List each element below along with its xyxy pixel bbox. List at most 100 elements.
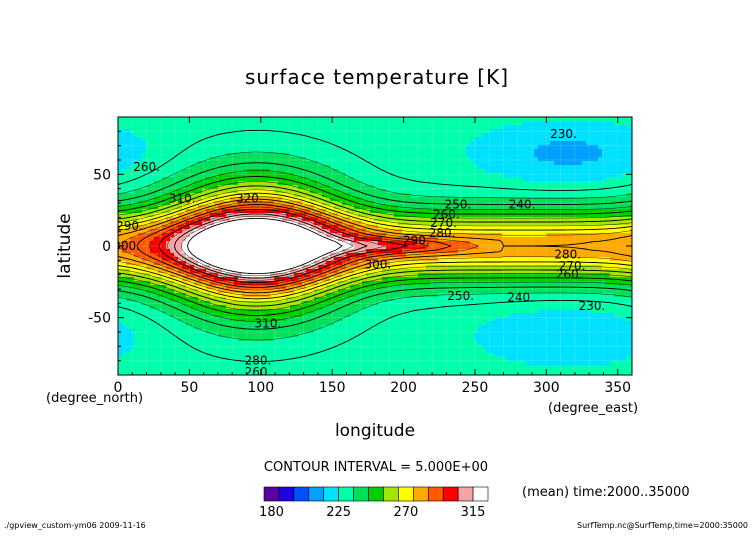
contour-fill-cell bbox=[270, 265, 275, 270]
contour-fill-cell bbox=[206, 209, 211, 214]
contour-fill-cell bbox=[322, 361, 327, 366]
contour-fill-cell bbox=[354, 161, 359, 166]
contour-fill-cell bbox=[146, 349, 151, 354]
contour-fill-cell bbox=[150, 129, 155, 134]
contour-fill-cell bbox=[198, 169, 203, 174]
contour-fill-cell bbox=[214, 149, 219, 154]
contour-fill-cell bbox=[118, 197, 123, 202]
contour-fill-cell bbox=[174, 277, 179, 282]
contour-fill-cell bbox=[310, 181, 315, 186]
contour-fill-cell bbox=[226, 153, 231, 158]
contour-fill-cell bbox=[354, 321, 359, 326]
contour-fill-cell bbox=[178, 289, 183, 294]
contour-fill-cell bbox=[182, 241, 187, 246]
contour-fill-cell bbox=[122, 297, 127, 302]
contour-fill-cell bbox=[130, 193, 135, 198]
contour-fill-cell bbox=[154, 161, 159, 166]
contour-fill-cell bbox=[210, 349, 215, 354]
contour-fill-cell bbox=[178, 177, 183, 182]
contour-fill-cell bbox=[138, 357, 143, 362]
contour-fill-cell bbox=[418, 293, 423, 298]
contour-fill-cell bbox=[134, 261, 139, 266]
contour-fill-cell bbox=[306, 369, 311, 374]
contour-fill-cell bbox=[186, 141, 191, 146]
contour-fill-cell bbox=[126, 185, 131, 190]
contour-fill-cell bbox=[302, 329, 307, 334]
contour-fill-cell bbox=[158, 189, 163, 194]
contour-fill-cell bbox=[162, 273, 167, 278]
contour-fill-cell bbox=[222, 241, 227, 246]
contour-fill-cell bbox=[202, 245, 207, 250]
contour-fill-cell bbox=[194, 373, 199, 375]
contour-fill-cell bbox=[202, 337, 207, 342]
contour-fill-cell bbox=[342, 141, 347, 146]
contour-fill-cell bbox=[302, 345, 307, 350]
contour-fill-cell bbox=[350, 369, 355, 374]
contour-fill-cell bbox=[422, 117, 427, 122]
contour-fill-cell bbox=[122, 365, 127, 370]
contour-fill-cell bbox=[286, 257, 291, 262]
contour-fill-cell bbox=[210, 373, 215, 375]
contour-fill-cell bbox=[242, 269, 247, 274]
contour-fill-cell bbox=[162, 277, 167, 282]
contour-fill-cell bbox=[118, 237, 123, 242]
contour-fill-cell bbox=[174, 273, 179, 278]
contour-fill-cell bbox=[238, 297, 243, 302]
contour-fill-cell bbox=[234, 233, 239, 238]
contour-fill-cell bbox=[278, 233, 283, 238]
contour-fill-cell bbox=[226, 309, 231, 314]
contour-fill-cell bbox=[342, 333, 347, 338]
contour-fill-cell bbox=[210, 237, 215, 242]
contour-fill-cell bbox=[186, 169, 191, 174]
contour-fill-cell bbox=[270, 125, 275, 130]
contour-fill-cell bbox=[286, 117, 291, 122]
contour-fill-cell bbox=[166, 145, 171, 150]
contour-fill-cell bbox=[326, 329, 331, 334]
contour-fill-cell bbox=[366, 125, 371, 130]
contour-fill-cell bbox=[258, 125, 263, 130]
contour-fill-cell bbox=[394, 149, 399, 154]
contour-fill-cell bbox=[146, 157, 151, 162]
contour-fill-cell bbox=[134, 269, 139, 274]
contour-fill-cell bbox=[230, 313, 235, 318]
contour-fill-cell bbox=[230, 121, 235, 126]
contour-fill-cell bbox=[178, 305, 183, 310]
contour-fill-cell bbox=[418, 325, 423, 330]
contour-fill-cell bbox=[194, 237, 199, 242]
contour-fill-cell bbox=[218, 117, 223, 122]
contour-fill-cell bbox=[126, 125, 131, 130]
contour-fill-cell bbox=[162, 185, 167, 190]
contour-fill-cell bbox=[134, 165, 139, 170]
contour-fill-cell bbox=[150, 173, 155, 178]
contour-fill-cell bbox=[150, 237, 155, 242]
contour-fill-cell bbox=[166, 321, 171, 326]
contour-fill-cell bbox=[386, 321, 391, 326]
contour-fill-cell bbox=[338, 325, 343, 330]
contour-fill-cell bbox=[130, 121, 135, 126]
contour-fill-cell bbox=[182, 249, 187, 254]
contour-fill-cell bbox=[194, 149, 199, 154]
contour-fill-cell bbox=[398, 273, 403, 278]
contour-fill-cell bbox=[242, 261, 247, 266]
contour-fill-cell bbox=[142, 321, 147, 326]
contour-fill-cell bbox=[166, 337, 171, 342]
contour-fill-cell bbox=[294, 177, 299, 182]
contour-fill-cell bbox=[402, 117, 407, 122]
contour-fill-cell bbox=[118, 249, 123, 254]
contour-fill-cell bbox=[150, 329, 155, 334]
contour-fill-cell bbox=[278, 349, 283, 354]
contour-fill-cell bbox=[178, 149, 183, 154]
contour-fill-cell bbox=[174, 125, 179, 130]
contour-fill-cell bbox=[154, 365, 159, 370]
contour-fill-cell bbox=[126, 269, 131, 274]
contour-fill-cell bbox=[222, 129, 227, 134]
contour-fill-cell bbox=[370, 197, 375, 202]
contour-fill-cell bbox=[350, 117, 355, 122]
contour-fill-cell bbox=[238, 165, 243, 170]
contour-fill-cell bbox=[338, 169, 343, 174]
contour-fill-cell bbox=[262, 337, 267, 342]
contour-fill-cell bbox=[210, 189, 215, 194]
contour-fill-cell bbox=[126, 213, 131, 218]
contour-fill-cell bbox=[278, 169, 283, 174]
contour-fill-cell bbox=[154, 245, 159, 250]
